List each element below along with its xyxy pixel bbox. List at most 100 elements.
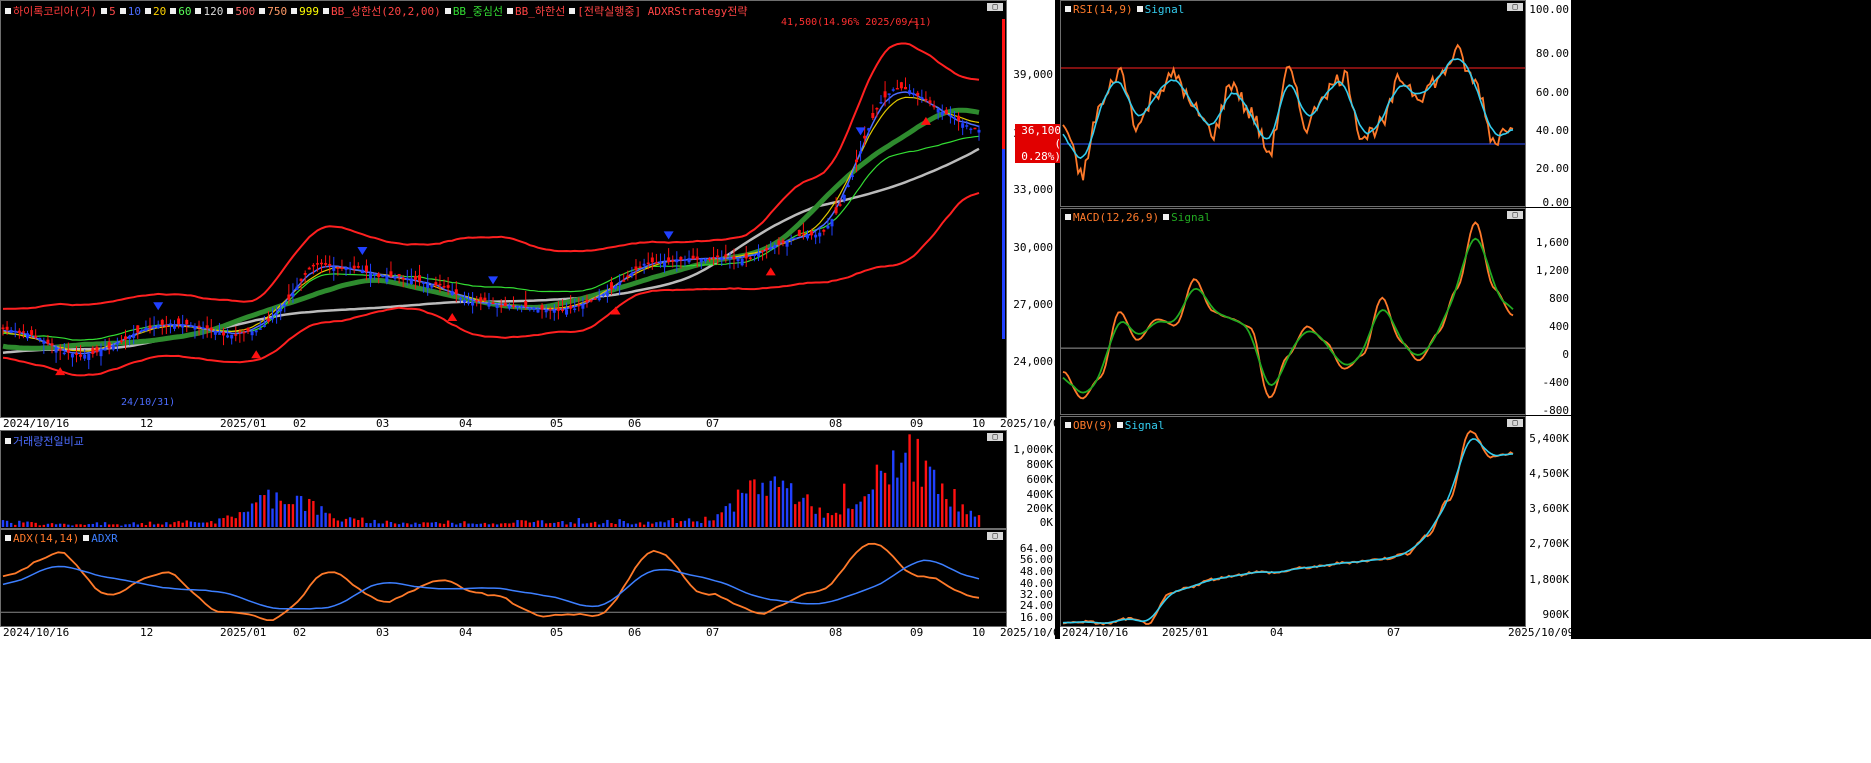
volume-bar — [271, 508, 274, 527]
adxr-line — [2, 559, 980, 610]
rsi-chart-panel[interactable]: RSI(14,9) Signal □ — [1060, 0, 1526, 207]
y-tick-label: 400 — [1549, 320, 1569, 333]
volume-bar — [565, 524, 568, 527]
candle-body — [377, 273, 381, 278]
legend-swatch — [1065, 214, 1071, 220]
candle-body — [969, 128, 973, 131]
legend-item: BB_하한선 — [515, 5, 566, 18]
candle-body — [246, 327, 250, 332]
legend-item: Signal — [1144, 3, 1185, 16]
panel-maximize-button[interactable]: □ — [1507, 3, 1523, 11]
candle-body — [585, 299, 589, 303]
volume-bar — [418, 523, 421, 527]
candle-body — [283, 304, 287, 307]
volume-bar — [373, 519, 376, 527]
volume-bar — [736, 489, 740, 527]
y-tick-label: 40.00 — [1535, 124, 1569, 137]
volume-bar — [802, 497, 805, 527]
candle-body — [679, 256, 683, 261]
candle-body — [752, 254, 756, 257]
candle-body — [957, 115, 961, 121]
volume-bar — [965, 514, 968, 527]
volume-legend-label: 거래량전일비교 — [13, 435, 84, 448]
candle-body — [916, 92, 920, 96]
candle-body — [826, 225, 830, 229]
volume-bar — [969, 510, 973, 527]
candle-body — [132, 333, 136, 338]
y-tick-label: 2,700K — [1529, 537, 1569, 550]
panel-maximize-button[interactable]: □ — [1507, 419, 1523, 427]
candle-body — [838, 204, 842, 206]
candle-body — [291, 293, 295, 297]
volume-bar — [651, 523, 654, 527]
panel-maximize-button[interactable]: □ — [1507, 211, 1523, 219]
panel-maximize-button[interactable]: □ — [987, 532, 1003, 540]
volume-bar — [218, 518, 221, 527]
legend-swatch — [1136, 6, 1143, 12]
candle-body — [516, 305, 520, 308]
candle-body — [899, 82, 903, 89]
volume-bar — [569, 522, 572, 527]
adx-chart-panel[interactable]: ADX(14,14) ADXR □ — [0, 529, 1007, 627]
bb-lower-line — [2, 191, 980, 377]
volume-bar — [810, 506, 813, 527]
candle-body — [658, 261, 662, 264]
candle-body — [17, 330, 21, 334]
volume-bar — [724, 506, 728, 527]
volume-bar — [140, 523, 144, 527]
candle-body — [442, 286, 446, 288]
candle-body — [569, 305, 573, 309]
volume-bar — [626, 523, 630, 527]
candle-body — [140, 329, 144, 332]
candle-body — [95, 346, 99, 353]
volume-bar — [238, 512, 242, 527]
candle-body — [830, 219, 834, 227]
volume-bar — [936, 494, 940, 527]
panel-maximize-button[interactable]: □ — [987, 3, 1003, 11]
x-tick-label: 2025/01 — [220, 626, 267, 639]
candle-body — [193, 326, 197, 330]
volume-bar — [920, 486, 924, 527]
panel-maximize-button[interactable]: □ — [987, 433, 1003, 441]
x-tick-label: 2025/10/09 — [1508, 626, 1575, 639]
candle-body — [863, 135, 867, 139]
candle-body — [254, 330, 258, 333]
volume-chart-panel[interactable]: 거래량전일비교 □ — [0, 430, 1007, 529]
volume-bar — [352, 518, 356, 527]
volume-bar — [406, 523, 409, 527]
candle-body — [467, 302, 471, 304]
volume-bar — [169, 524, 172, 527]
candle-body — [675, 259, 679, 263]
volume-bar — [34, 522, 37, 527]
candle-body — [716, 255, 720, 258]
obv-chart-panel[interactable]: OBV(9) Signal □ — [1060, 416, 1526, 627]
x-tick-label: 03 — [376, 417, 390, 430]
candle-body — [769, 247, 773, 250]
x-tick-label: 09 — [910, 626, 924, 639]
candle-body — [520, 305, 524, 308]
volume-bar — [798, 501, 801, 527]
volume-bar — [87, 524, 90, 527]
volume-bar — [769, 480, 772, 527]
volume-bar — [794, 504, 797, 527]
candle-body — [593, 298, 597, 300]
macd-chart-panel[interactable]: MACD(12,26,9) Signal □ — [1060, 208, 1526, 415]
volume-bar — [22, 522, 25, 527]
candle-body — [197, 325, 201, 328]
volume-bar — [757, 494, 760, 527]
candle-body — [818, 232, 822, 237]
volume-bar — [618, 519, 621, 527]
candle-body — [650, 257, 654, 263]
candle-body — [75, 353, 79, 355]
legend-item: BB_상한선(20,2,00) — [330, 5, 441, 18]
candle-body — [70, 353, 74, 358]
volume-bar — [491, 523, 495, 527]
volume-bar — [740, 492, 744, 527]
volume-bar — [826, 513, 830, 527]
candle-body — [834, 207, 838, 214]
x-tick-label: 08 — [829, 417, 843, 430]
price-chart-panel[interactable]: 하이록코리아(거) 5 10 20 60 120 500 750 999 BB_상한선(20,2,… — [0, 0, 1007, 418]
candle-body — [895, 87, 899, 90]
legend-item: 10 — [127, 5, 141, 18]
y-tick-label: 20.00 — [1535, 162, 1569, 175]
